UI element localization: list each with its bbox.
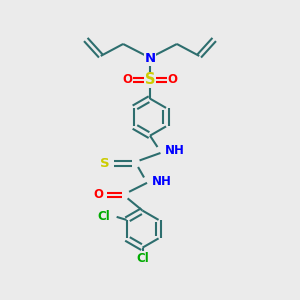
Text: Cl: Cl xyxy=(97,210,110,224)
Text: S: S xyxy=(100,157,110,170)
Text: N: N xyxy=(144,52,156,65)
Text: O: O xyxy=(94,188,104,201)
Text: Cl: Cl xyxy=(136,252,149,265)
Text: O: O xyxy=(167,73,177,86)
Text: S: S xyxy=(145,72,155,87)
Text: NH: NH xyxy=(152,175,171,188)
Text: NH: NH xyxy=(165,143,185,157)
Text: O: O xyxy=(123,73,133,86)
